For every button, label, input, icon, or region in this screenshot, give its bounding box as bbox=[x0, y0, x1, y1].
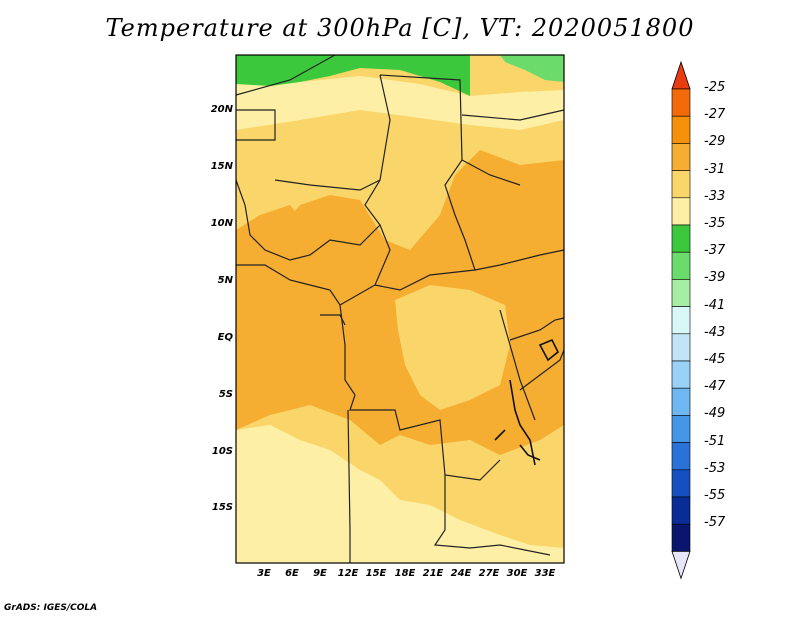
colorbar-swatch bbox=[671, 523, 691, 552]
colorbar-arrow-top bbox=[671, 60, 691, 90]
field-green-ne bbox=[500, 55, 564, 82]
colorbar-swatch bbox=[671, 496, 691, 525]
map-frame bbox=[235, 54, 565, 564]
colorbar-label: -53 bbox=[704, 460, 726, 476]
lon-label: 6E bbox=[285, 568, 299, 579]
lat-label: 15N bbox=[210, 161, 233, 172]
colorbar-swatch bbox=[671, 442, 691, 471]
lat-label: EQ bbox=[217, 332, 233, 343]
colorbar-arrow-bottom bbox=[671, 551, 691, 580]
field-yellow-congo bbox=[395, 285, 510, 410]
map-border bbox=[235, 54, 565, 564]
colorbar-swatch bbox=[671, 143, 691, 171]
colorbar-label: -51 bbox=[704, 433, 726, 449]
lon-label: 24E bbox=[450, 568, 472, 579]
field-green-north bbox=[236, 55, 470, 96]
lon-label: 3E bbox=[257, 568, 271, 579]
lon-label: 15E bbox=[365, 568, 387, 579]
colorbar-swatch bbox=[671, 387, 691, 416]
colorbar-label: -33 bbox=[704, 188, 726, 204]
colorbar-label: -39 bbox=[704, 270, 726, 286]
colorbar-label: -45 bbox=[704, 352, 726, 367]
colorbar-label: -31 bbox=[704, 161, 726, 177]
lat-label: 10S bbox=[211, 446, 233, 457]
country-borders bbox=[235, 54, 565, 563]
map-title: Temperature at 300hPa [C], VT: 202005180… bbox=[105, 14, 695, 42]
field-orange-west bbox=[236, 205, 310, 270]
credit-label: GrADS: IGES/COLA bbox=[4, 603, 98, 613]
colorbar-label: -47 bbox=[704, 379, 726, 395]
colorbar-swatch bbox=[671, 88, 691, 117]
lon-label: 33E bbox=[534, 568, 556, 579]
field-south-light bbox=[236, 425, 564, 563]
lon-label: 9E bbox=[313, 568, 327, 579]
lat-label: 10N bbox=[210, 218, 233, 229]
lon-label: 21E bbox=[422, 568, 444, 579]
colorbar-label: -37 bbox=[704, 243, 726, 259]
colorbar-swatch bbox=[671, 360, 691, 389]
colorbar-swatch bbox=[671, 469, 691, 498]
colorbar-swatch bbox=[671, 279, 691, 307]
lat-label: 20N bbox=[210, 104, 233, 115]
colorbar-label: -43 bbox=[704, 324, 726, 340]
lon-label: 30E bbox=[506, 568, 528, 579]
colorbar-swatch bbox=[671, 306, 691, 335]
colorbar-label: -55 bbox=[704, 488, 726, 503]
colorbar-swatch bbox=[671, 197, 691, 226]
lon-label: 27E bbox=[478, 568, 500, 579]
colorbar-label: -41 bbox=[704, 297, 726, 313]
colorbar-swatch bbox=[671, 115, 691, 144]
colorbar-swatch bbox=[671, 224, 691, 253]
colorbar-swatch bbox=[671, 251, 691, 280]
colorbar-swatch bbox=[671, 333, 691, 362]
colorbar-swatch bbox=[671, 170, 691, 199]
colorbar-label: -35 bbox=[704, 216, 726, 231]
colorbar-label: -57 bbox=[704, 515, 726, 531]
lon-label: 12E bbox=[337, 568, 359, 579]
colorbar-swatch bbox=[671, 415, 691, 443]
lat-label: 15S bbox=[211, 502, 233, 513]
lakes bbox=[494, 338, 560, 466]
colorbar-label: -49 bbox=[704, 406, 726, 422]
colorbar-label: -25 bbox=[704, 80, 726, 95]
colorbar-label: -29 bbox=[704, 134, 726, 150]
lon-label: 18E bbox=[394, 568, 416, 579]
colorbar bbox=[671, 60, 691, 580]
colorbar-label: -27 bbox=[704, 107, 726, 123]
lat-label: 5S bbox=[218, 389, 233, 400]
lat-label: 5N bbox=[217, 275, 233, 286]
